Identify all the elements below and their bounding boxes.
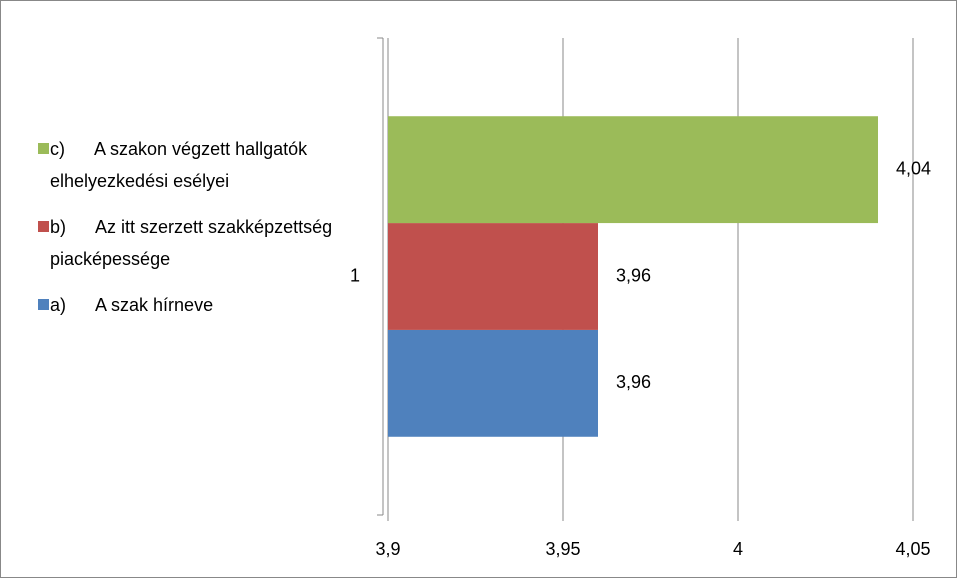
data-label: 4,04 <box>896 158 931 178</box>
legend: c) A szakon végzett hallgatók elhelyezke… <box>38 133 338 335</box>
data-label: 3,96 <box>616 265 651 285</box>
legend-label: a) A szak hírneve <box>50 295 214 315</box>
x-tick-label: 3,9 <box>375 539 400 559</box>
x-tick-label: 4 <box>733 539 743 559</box>
legend-item: a) A szak hírneve <box>38 289 338 321</box>
bar <box>388 116 878 224</box>
bar <box>388 329 598 437</box>
bar <box>388 223 598 330</box>
legend-item: b) Az itt szerzett szakképzettség piacké… <box>38 211 338 275</box>
legend-item: c) A szakon végzett hallgatók elhelyezke… <box>38 133 338 197</box>
legend-swatch <box>38 143 49 154</box>
data-label: 3,96 <box>616 372 651 392</box>
legend-swatch <box>38 221 49 232</box>
x-tick-label: 4,05 <box>895 539 930 559</box>
x-tick-label: 3,95 <box>545 539 580 559</box>
legend-swatch <box>38 299 49 310</box>
legend-label: b) Az itt szerzett szakképzettség piacké… <box>50 217 338 269</box>
legend-label: c) A szakon végzett hallgatók elhelyezke… <box>50 139 313 191</box>
y-tick-label: 1 <box>350 265 360 285</box>
